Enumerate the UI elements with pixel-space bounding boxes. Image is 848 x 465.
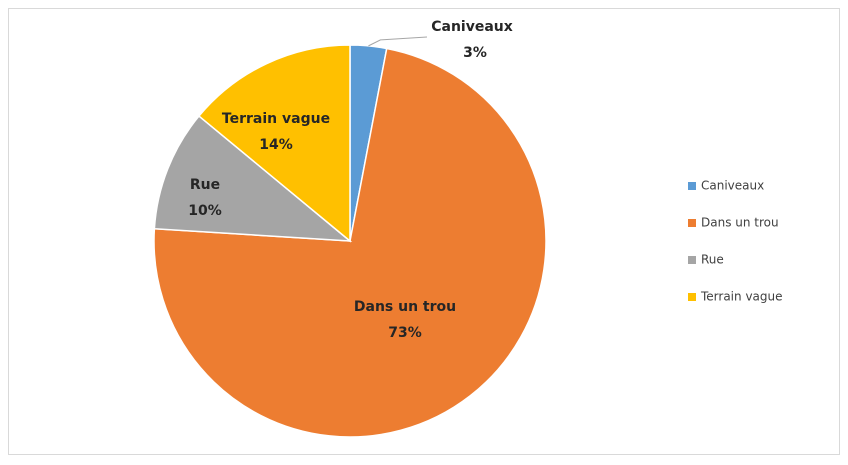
data-label-value: 14% bbox=[259, 137, 293, 153]
data-label-name: Terrain vague bbox=[222, 111, 330, 127]
legend-label: Terrain vague bbox=[700, 290, 783, 304]
legend-swatch bbox=[688, 182, 696, 190]
legend-label: Dans un trou bbox=[701, 216, 779, 230]
legend-swatch bbox=[688, 256, 696, 264]
pie-slice bbox=[153, 47, 547, 438]
pie-slice bbox=[197, 44, 351, 243]
pie-slice bbox=[153, 115, 353, 242]
legend-swatch bbox=[688, 219, 696, 227]
data-label-value: 73% bbox=[388, 325, 422, 341]
legend-swatch bbox=[688, 293, 696, 301]
data-label-value: 3% bbox=[463, 45, 487, 61]
data-label-name: Caniveaux bbox=[431, 19, 513, 35]
data-label-value: 10% bbox=[188, 203, 222, 219]
legend-label: Rue bbox=[701, 253, 724, 267]
leader-line bbox=[368, 36, 428, 47]
data-label-name: Dans un trou bbox=[354, 299, 456, 315]
legend-label: Caniveaux bbox=[701, 179, 764, 193]
data-label-name: Rue bbox=[190, 177, 220, 193]
